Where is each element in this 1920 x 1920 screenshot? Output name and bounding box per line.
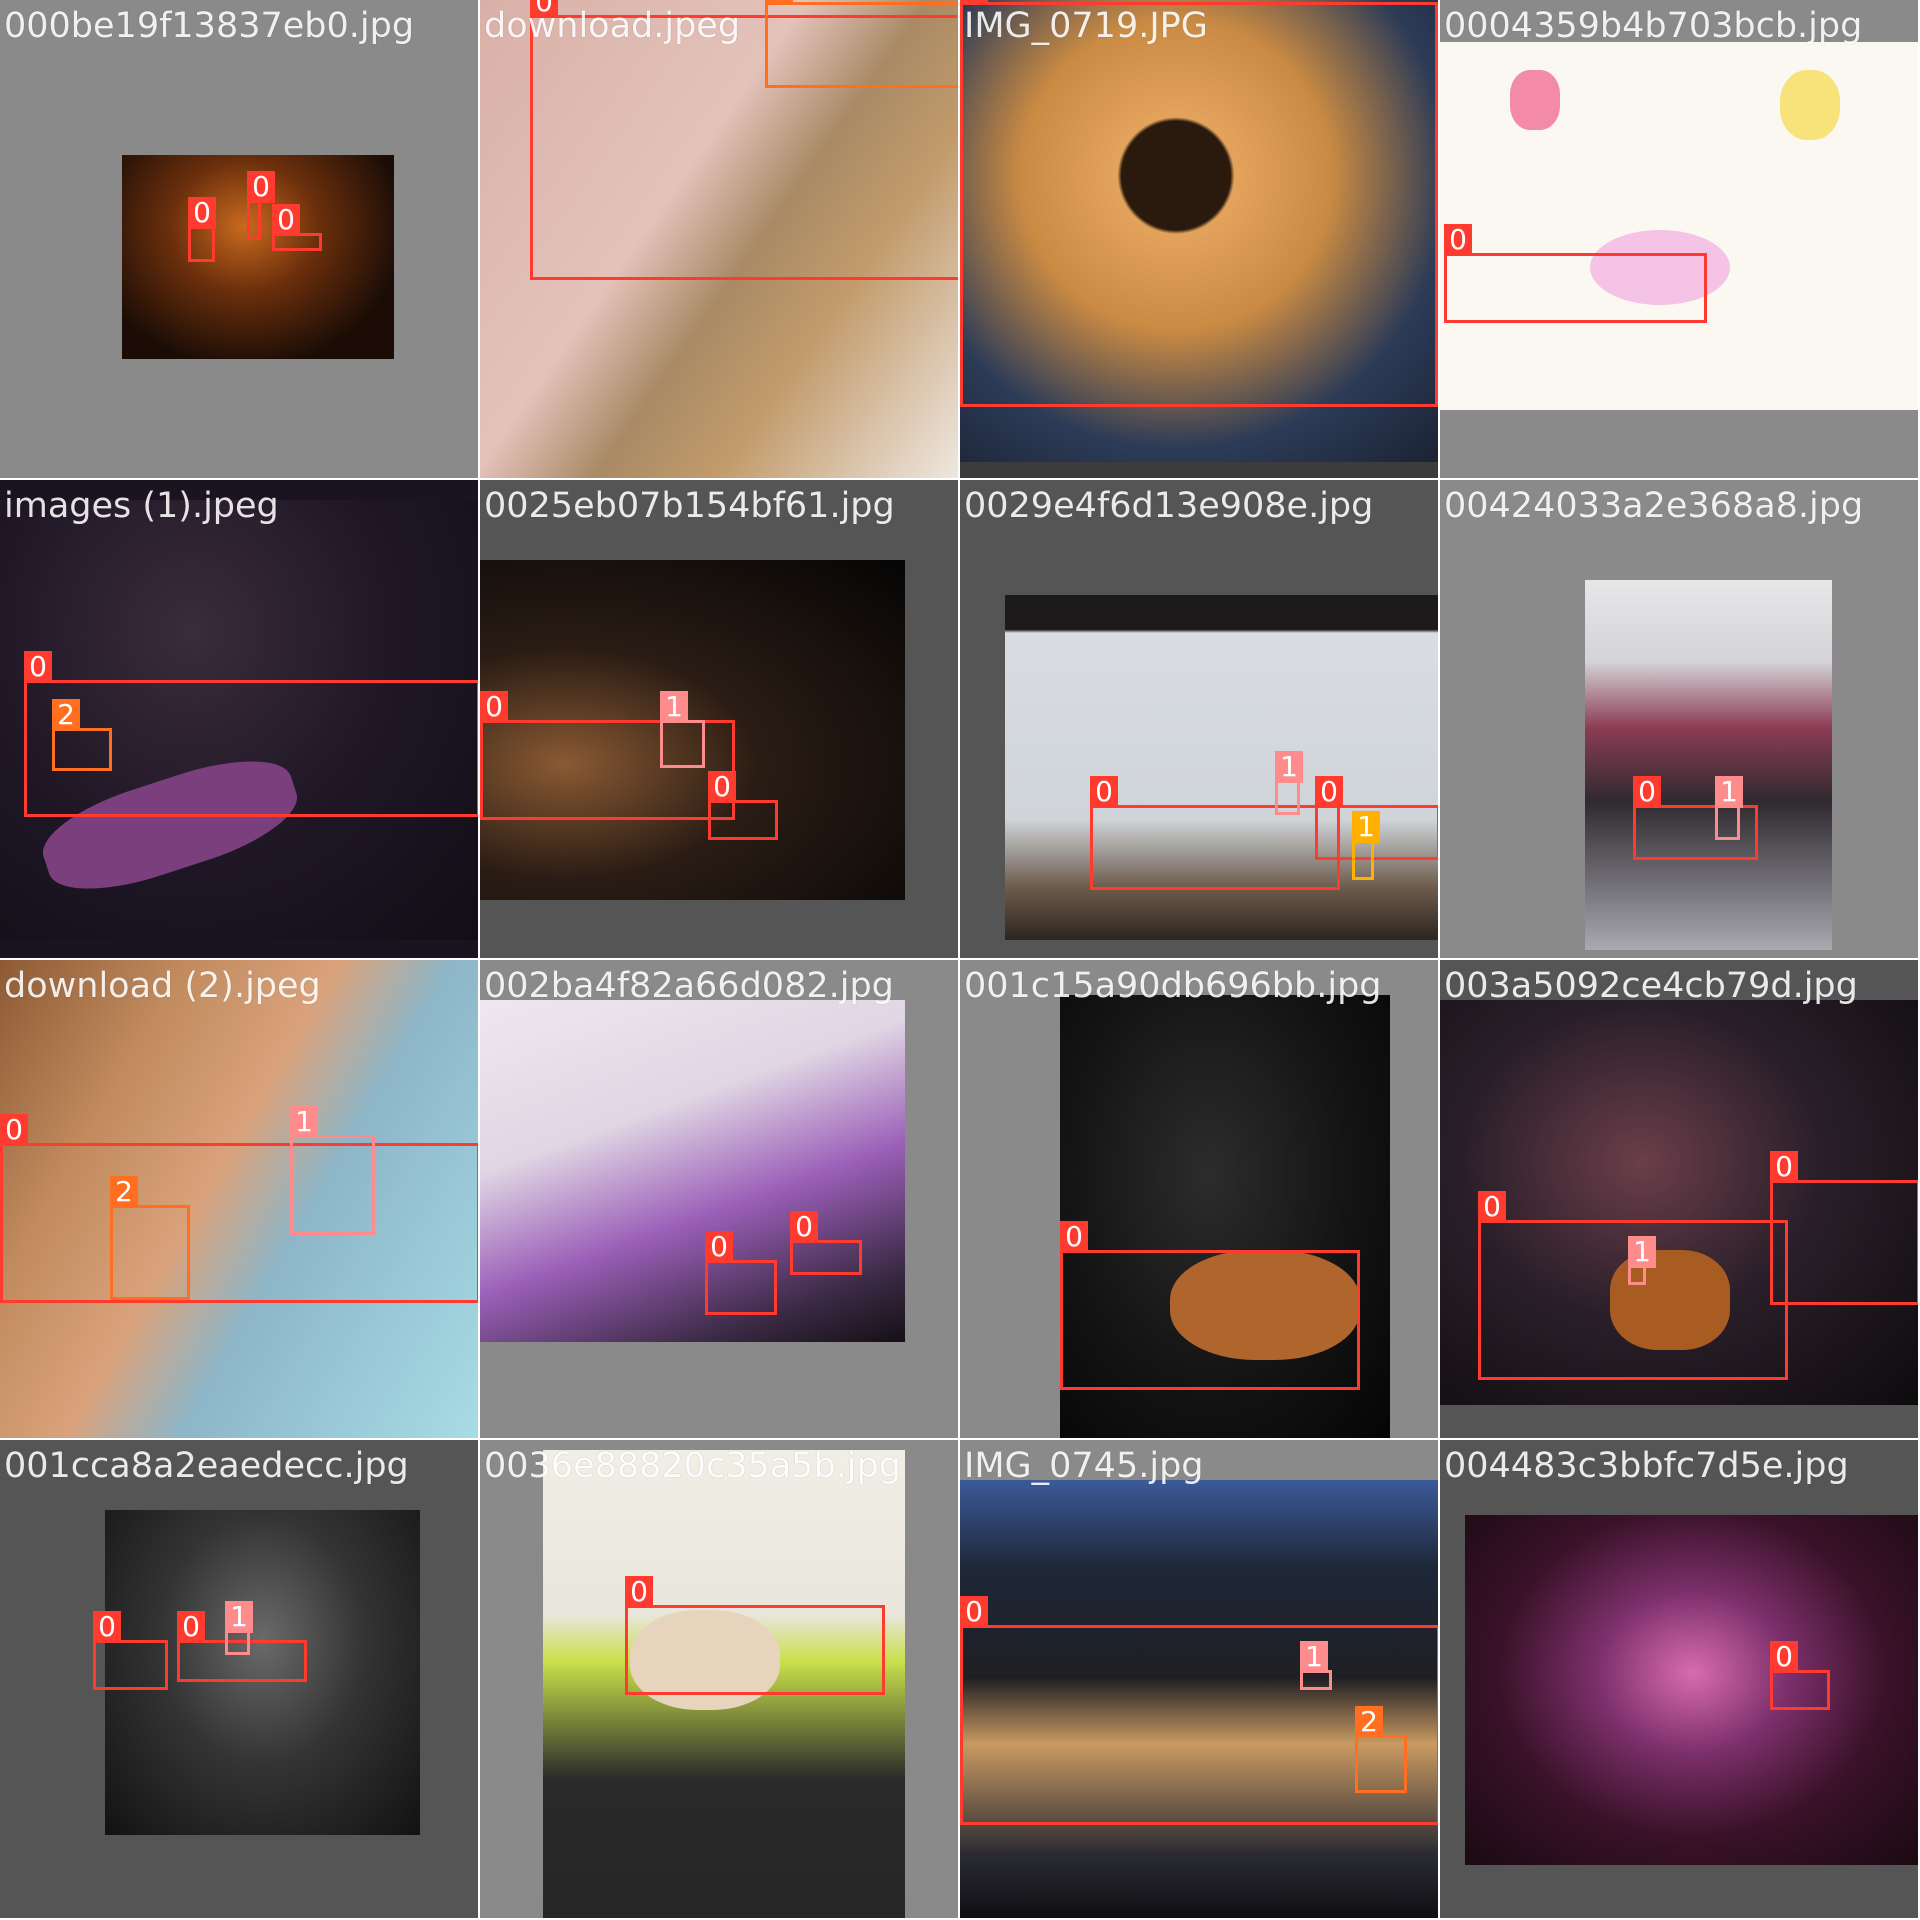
image-filename: 0029e4f6d13e908e.jpg (964, 486, 1374, 526)
cartoon-drummer-shape (1590, 230, 1730, 305)
acoustic-guitar-shape (630, 1610, 780, 1710)
tile-photo (105, 1510, 420, 1835)
tile-photo (480, 0, 958, 478)
image-filename: IMG_0719.JPG (964, 6, 1208, 46)
image-filename: download (2).jpeg (4, 966, 321, 1006)
mosaic-tile[interactable]: 0 2 download.jpeg (480, 0, 960, 480)
tile-photo (122, 155, 394, 359)
mosaic-tile[interactable]: 0 1 2 download (2).jpeg (0, 960, 480, 1440)
mosaic-tile[interactable]: 0 1 0 0025eb07b154bf61.jpg (480, 480, 960, 960)
mosaic-tile[interactable]: 0 0004359b4b703bcb.jpg (1440, 0, 1920, 480)
cartoon-figure-shape (1780, 70, 1840, 140)
tile-photo (1585, 580, 1832, 950)
image-filename: 004483c3bbfc7d5e.jpg (1444, 1446, 1849, 1486)
image-filename: 0036e88820c35a5b.jpg (484, 1446, 901, 1486)
mosaic-tile[interactable]: 0 0 1 001cca8a2eaedecc.jpg (0, 1440, 480, 1920)
tile-photo (480, 560, 905, 900)
cartoon-figure-shape (1510, 70, 1560, 130)
mosaic-tile[interactable]: 0 0036e88820c35a5b.jpg (480, 1440, 960, 1920)
image-filename: 000be19f13837eb0.jpg (4, 6, 415, 46)
hollow-body-guitar-shape (1170, 1250, 1360, 1360)
mosaic-tile[interactable]: 0 IMG_0719.JPG (960, 0, 1440, 480)
image-filename: 002ba4f82a66d082.jpg (484, 966, 894, 1006)
image-filename: download.jpeg (484, 6, 741, 46)
image-filename: 003a5092ce4cb79d.jpg (1444, 966, 1858, 1006)
tile-photo (0, 960, 478, 1438)
image-filename: images (1).jpeg (4, 486, 279, 526)
tile-photo (960, 1480, 1438, 1918)
image-filename: IMG_0745.jpg (964, 1446, 1204, 1486)
image-filename: 0004359b4b703bcb.jpg (1444, 6, 1863, 46)
image-filename: 0025eb07b154bf61.jpg (484, 486, 895, 526)
image-filename: 00424033a2e368a8.jpg (1444, 486, 1864, 526)
mosaic-tile[interactable]: 0 0 002ba4f82a66d082.jpg (480, 960, 960, 1440)
image-filename: 001cca8a2eaedecc.jpg (4, 1446, 409, 1486)
tile-photo (1060, 995, 1390, 1438)
telecaster-body-shape (1610, 1250, 1730, 1350)
mosaic-tile[interactable]: 0 1 2 IMG_0745.jpg (960, 1440, 1440, 1920)
image-filename: 001c15a90db696bb.jpg (964, 966, 1382, 1006)
tile-photo (480, 1000, 905, 1342)
mosaic-tile[interactable]: 0 1 00424033a2e368a8.jpg (1440, 480, 1920, 960)
mosaic-tile[interactable]: 0 004483c3bbfc7d5e.jpg (1440, 1440, 1920, 1920)
mosaic-tile[interactable]: 0 1 0 1 0029e4f6d13e908e.jpg (960, 480, 1440, 960)
mosaic-tile[interactable]: 0 1 0 003a5092ce4cb79d.jpg (1440, 960, 1920, 1440)
mosaic-tile[interactable]: 0 2 images (1).jpeg (0, 480, 480, 960)
tile-photo (960, 0, 1438, 462)
tile-photo (1465, 1515, 1918, 1865)
tile-photo (1005, 595, 1438, 940)
mosaic-tile[interactable]: 0 0 0 000be19f13837eb0.jpg (0, 0, 480, 480)
mosaic-tile[interactable]: 0 001c15a90db696bb.jpg (960, 960, 1440, 1440)
